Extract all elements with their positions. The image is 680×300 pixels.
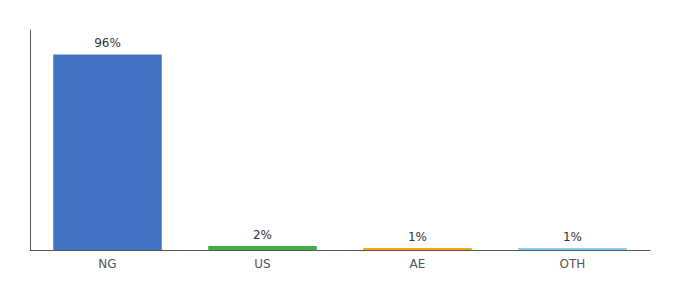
svg-text:2%: 2% bbox=[253, 228, 272, 242]
svg-text:AE: AE bbox=[410, 257, 426, 271]
svg-text:US: US bbox=[254, 257, 270, 271]
svg-text:96%: 96% bbox=[94, 36, 121, 50]
svg-text:1%: 1% bbox=[563, 230, 582, 244]
svg-text:1%: 1% bbox=[408, 230, 427, 244]
svg-text:OTH: OTH bbox=[560, 257, 586, 271]
svg-text:NG: NG bbox=[98, 257, 116, 271]
